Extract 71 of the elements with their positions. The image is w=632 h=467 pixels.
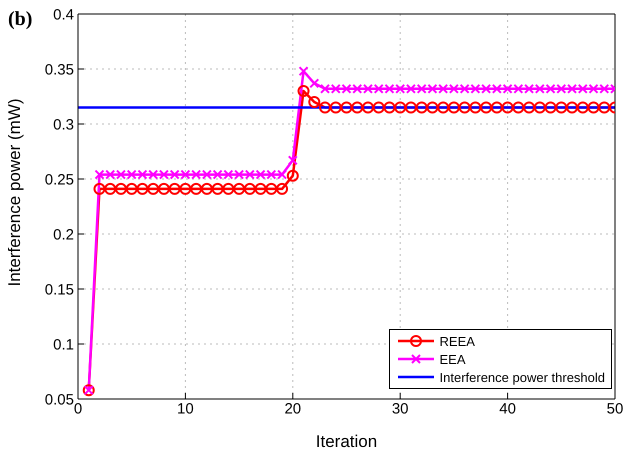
point (200, 182, 213, 195)
point (576, 102, 589, 114)
point (179, 182, 192, 195)
point (416, 102, 428, 114)
y-tick-label: 0.1 (53, 336, 74, 354)
point (212, 182, 224, 195)
x-tick-label: 40 (499, 400, 516, 418)
legend-label: EEA (440, 352, 466, 366)
point (598, 102, 610, 114)
point (490, 102, 503, 114)
point (437, 102, 450, 114)
point (114, 182, 127, 195)
point (480, 102, 492, 114)
point (372, 102, 385, 114)
point (330, 102, 342, 114)
y-tick-label: 0.3 (53, 116, 74, 134)
point (93, 182, 106, 195)
point (340, 102, 352, 114)
point (104, 182, 116, 195)
point (448, 102, 460, 114)
legend-label: Interference power threshold (440, 370, 605, 384)
x-tick-label: 10 (177, 400, 194, 418)
y-tick-label: 0.35 (44, 61, 74, 78)
point (276, 182, 288, 195)
point (244, 182, 256, 195)
y-tick-label: 0.25 (44, 171, 74, 188)
point (534, 102, 546, 114)
point (383, 102, 396, 114)
point (404, 102, 417, 114)
point (555, 102, 568, 114)
point (298, 66, 309, 76)
point (288, 155, 298, 166)
point (126, 182, 138, 195)
point (319, 102, 332, 114)
point (158, 182, 170, 195)
y-tick-label: 0.2 (53, 226, 74, 244)
point (351, 102, 364, 114)
point (147, 182, 160, 195)
point (136, 182, 148, 195)
point (566, 102, 578, 114)
point (286, 170, 299, 182)
point (523, 102, 536, 114)
y-axis-title: Interference power (mW) (5, 98, 24, 286)
point (458, 102, 471, 114)
point (190, 182, 202, 195)
point (588, 102, 600, 114)
point (394, 102, 406, 114)
point (426, 102, 438, 114)
point (265, 182, 278, 195)
x-tick-label: 20 (284, 400, 302, 418)
y-tick-label: 0.15 (44, 281, 74, 298)
x-axis-title: Iteration (316, 432, 378, 451)
point (309, 78, 320, 88)
point (254, 182, 267, 195)
point (168, 182, 181, 195)
point (362, 102, 374, 114)
point (308, 96, 320, 108)
point (544, 102, 557, 114)
point (469, 102, 482, 114)
point (233, 182, 246, 195)
legend-label: REEA (440, 334, 475, 348)
x-tick-label: 0 (74, 400, 82, 418)
x-tick-label: 50 (606, 400, 624, 418)
y-tick-label: 0.05 (44, 391, 74, 408)
point (512, 102, 524, 114)
point (298, 85, 310, 97)
point (502, 102, 514, 114)
y-tick-label: 0.4 (53, 6, 74, 24)
x-tick-label: 30 (392, 400, 409, 418)
text: (b) (8, 8, 32, 31)
point (222, 182, 234, 195)
